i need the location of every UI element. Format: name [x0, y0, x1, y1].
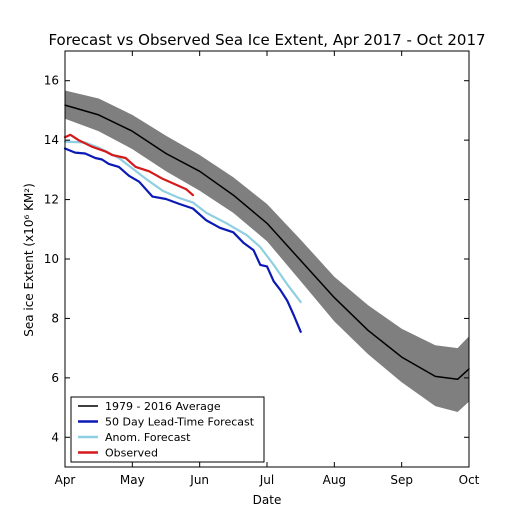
series-line-1	[63, 147, 302, 333]
series-line-0	[64, 104, 470, 381]
x-tick-label: Oct	[459, 473, 480, 487]
x-tick-label: Jun	[189, 473, 209, 487]
x-tick-label: May	[120, 473, 145, 487]
x-tick-label: Sep	[390, 473, 413, 487]
x-axis-label: Date	[253, 493, 282, 507]
y-tick-label: 16	[44, 74, 59, 88]
average-range-band	[65, 90, 469, 412]
y-tick-label: 6	[51, 371, 59, 385]
y-axis-label: Sea ice Extent (x10⁶ KM²)	[22, 183, 36, 337]
legend-label-3: Observed	[105, 447, 158, 460]
series-layer	[63, 104, 470, 381]
x-tick-label: Aug	[323, 473, 346, 487]
y-tick-label: 8	[51, 311, 59, 325]
legend-label-2: Anom. Forecast	[105, 431, 191, 444]
y-tick-label: 10	[44, 252, 59, 266]
band-layer	[65, 90, 469, 412]
series-line-3	[63, 133, 194, 197]
legend-box	[70, 396, 265, 463]
y-tick-label: 14	[44, 133, 59, 147]
y-tick-label: 4	[51, 430, 59, 444]
x-tick-label: Apr	[55, 473, 76, 487]
x-tick-label: Jul	[259, 473, 274, 487]
tick-layer: 4 6 8 10 12 14 16 Apr May Jun Jul Aug Sep Oct	[44, 51, 480, 487]
y-tick-label: 12	[44, 193, 59, 207]
chart-title: Forecast vs Observed Sea Ice Extent, Apr…	[48, 31, 485, 49]
legend: 1979 - 2016 Average 50 Day Lead-Time Fore…	[70, 396, 265, 463]
legend-label-1: 50 Day Lead-Time Forecast	[105, 416, 255, 429]
legend-label-0: 1979 - 2016 Average	[105, 400, 221, 413]
